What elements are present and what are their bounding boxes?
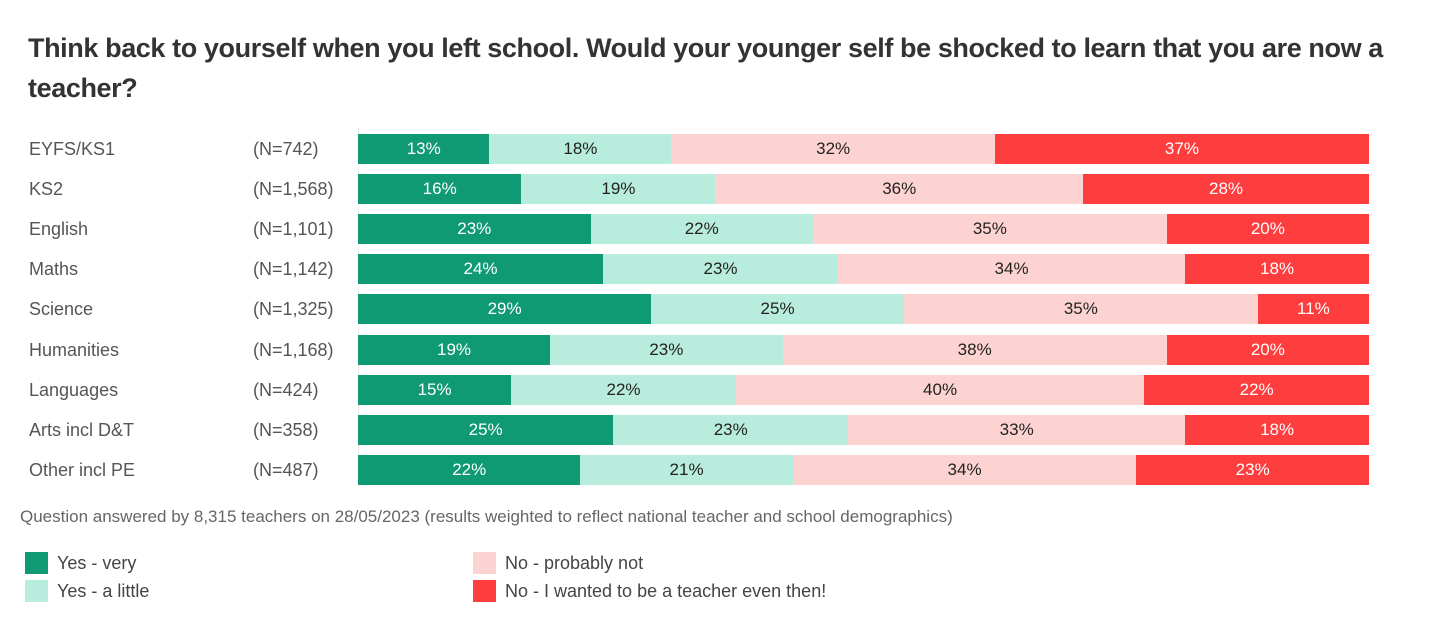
bar-segment-yes-a-little: 22% (511, 374, 736, 405)
legend-label: Yes - a little (57, 580, 150, 601)
sample-size-label: (N=742) (253, 139, 319, 159)
bar-segment-no-wanted-to-be-teacher: 20% (1166, 334, 1369, 365)
stacked-bar: 13% 18% 32% 37% (358, 134, 1369, 164)
bar-segment-yes-a-little: 18% (489, 134, 672, 164)
bar-segment-no-probably-not: 36% (715, 174, 1084, 205)
chart-row: Maths (N=1,142) 24% 23% 34% 18% (0, 254, 1440, 285)
category-label: Languages (29, 379, 119, 400)
bar-segment-no-wanted-to-be-teacher: 37% (994, 134, 1369, 164)
bar-segment-no-probably-not: 34% (792, 454, 1137, 485)
bar-segment-yes-a-little: 21% (580, 454, 793, 485)
sample-size-label: (N=1,325) (253, 299, 334, 320)
chart-row: Languages (N=424) 15% 22% 40% 22% (0, 374, 1440, 405)
bar-segment-yes-very: 22% (358, 454, 581, 485)
bar-segment-yes-very: 25% (358, 414, 614, 445)
chart-title: Think back to yourself when you left sch… (28, 33, 1383, 103)
sample-size-label: (N=1,142) (253, 259, 334, 280)
bar-segment-no-wanted-to-be-teacher: 23% (1136, 454, 1369, 485)
legend: Yes - very Yes - a little No - probably … (0, 544, 1440, 614)
sample-size-label: (N=1,568) (253, 179, 334, 200)
legend-item-yes-a-little: Yes - a little (25, 577, 149, 605)
legend-label: No - probably not (505, 552, 644, 573)
bar-segment-yes-a-little: 19% (521, 174, 716, 205)
sample-size-label: (N=1,168) (253, 339, 334, 360)
sample-size-label: (N=1,101) (253, 219, 334, 240)
category-label: Arts incl D&T (29, 419, 135, 440)
sample-size-label: (N=358) (253, 419, 319, 440)
bar-segment-no-wanted-to-be-teacher: 18% (1185, 254, 1369, 285)
stacked-bar: 22% 21% 34% 23% (358, 454, 1369, 485)
chart-row: English (N=1,101) 23% 22% 35% 20% (0, 214, 1440, 245)
sample-size-label: (N=424) (253, 379, 319, 400)
bar-segment-no-probably-not: 33% (848, 414, 1186, 445)
bar-segment-yes-a-little: 23% (613, 414, 849, 445)
stacked-bar: 25% 23% 33% 18% (358, 414, 1369, 445)
bar-segment-yes-very: 23% (358, 214, 591, 245)
legend-swatch-yes-a-little (25, 580, 48, 602)
bar-segment-no-probably-not: 35% (812, 214, 1167, 245)
category-label: Science (29, 299, 94, 320)
bar-segment-yes-very: 16% (358, 174, 522, 205)
legend-label: Yes - very (57, 552, 137, 573)
bar-segment-yes-very: 24% (358, 254, 604, 285)
chart-row: Science (N=1,325) 29% 25% 35% 11% (0, 294, 1440, 325)
bar-segment-yes-a-little: 25% (651, 294, 904, 325)
bar-segment-yes-a-little: 23% (603, 254, 838, 285)
bar-segment-no-probably-not: 38% (782, 334, 1167, 365)
bar-segment-no-probably-not: 35% (903, 294, 1258, 325)
legend-label: No - I wanted to be a teacher even then! (505, 580, 827, 601)
bar-segment-yes-a-little: 23% (550, 334, 783, 365)
bar-segment-no-probably-not: 40% (735, 374, 1145, 405)
category-label: Other incl PE (29, 459, 136, 480)
bar-segment-no-wanted-to-be-teacher: 28% (1083, 174, 1369, 205)
chart-row: Arts incl D&T (N=358) 25% 23% 33% 18% (0, 414, 1440, 445)
category-label: EYFS/KS1 (29, 139, 116, 159)
stacked-bar: 15% 22% 40% 22% (358, 374, 1369, 405)
stacked-bar: 29% 25% 35% 11% (358, 294, 1369, 325)
category-label: KS2 (29, 179, 64, 200)
sample-size-label: (N=487) (253, 459, 319, 480)
category-label: Maths (29, 259, 79, 280)
legend-swatch-no-wanted-to-be-teacher (473, 580, 496, 602)
stacked-bar: 19% 23% 38% 20% (358, 334, 1369, 365)
bar-segment-no-probably-not: 34% (837, 254, 1186, 285)
bar-segment-no-wanted-to-be-teacher: 11% (1257, 294, 1369, 325)
stacked-bar: 16% 19% 36% 28% (358, 174, 1369, 205)
legend-item-no-probably-not: No - probably not (473, 549, 643, 577)
bar-segment-no-wanted-to-be-teacher: 20% (1166, 214, 1369, 245)
chart-row: EYFS/KS1 (N=742) 13% 18% 32% 37% (0, 134, 1440, 164)
bar-segment-yes-a-little: 22% (590, 214, 813, 245)
chart-row: Humanities (N=1,168) 19% 23% 38% 20% (0, 334, 1440, 365)
stacked-bar: 23% 22% 35% 20% (358, 214, 1369, 245)
bar-segment-yes-very: 29% (358, 294, 652, 325)
category-label: Humanities (29, 339, 120, 360)
stacked-bar: 24% 23% 34% 18% (358, 254, 1369, 285)
bar-segment-no-wanted-to-be-teacher: 22% (1144, 374, 1369, 405)
legend-item-yes-very: Yes - very (25, 549, 136, 577)
bar-segment-yes-very: 13% (358, 134, 490, 164)
bar-segment-no-wanted-to-be-teacher: 18% (1185, 414, 1369, 445)
footnote: Question answered by 8,315 teachers on 2… (20, 507, 953, 526)
bar-segment-yes-very: 19% (358, 334, 551, 365)
legend-item-no-wanted-to-be-teacher: No - I wanted to be a teacher even then! (473, 577, 826, 605)
chart-row: KS2 (N=1,568) 16% 19% 36% 28% (0, 174, 1440, 205)
bar-segment-yes-very: 15% (358, 374, 512, 405)
legend-swatch-no-probably-not (473, 552, 496, 574)
chart-row: Other incl PE (N=487) 22% 21% 34% 23% (0, 454, 1440, 485)
category-label: English (29, 219, 89, 240)
legend-swatch-yes-very (25, 552, 48, 574)
bar-segment-no-probably-not: 32% (671, 134, 995, 164)
